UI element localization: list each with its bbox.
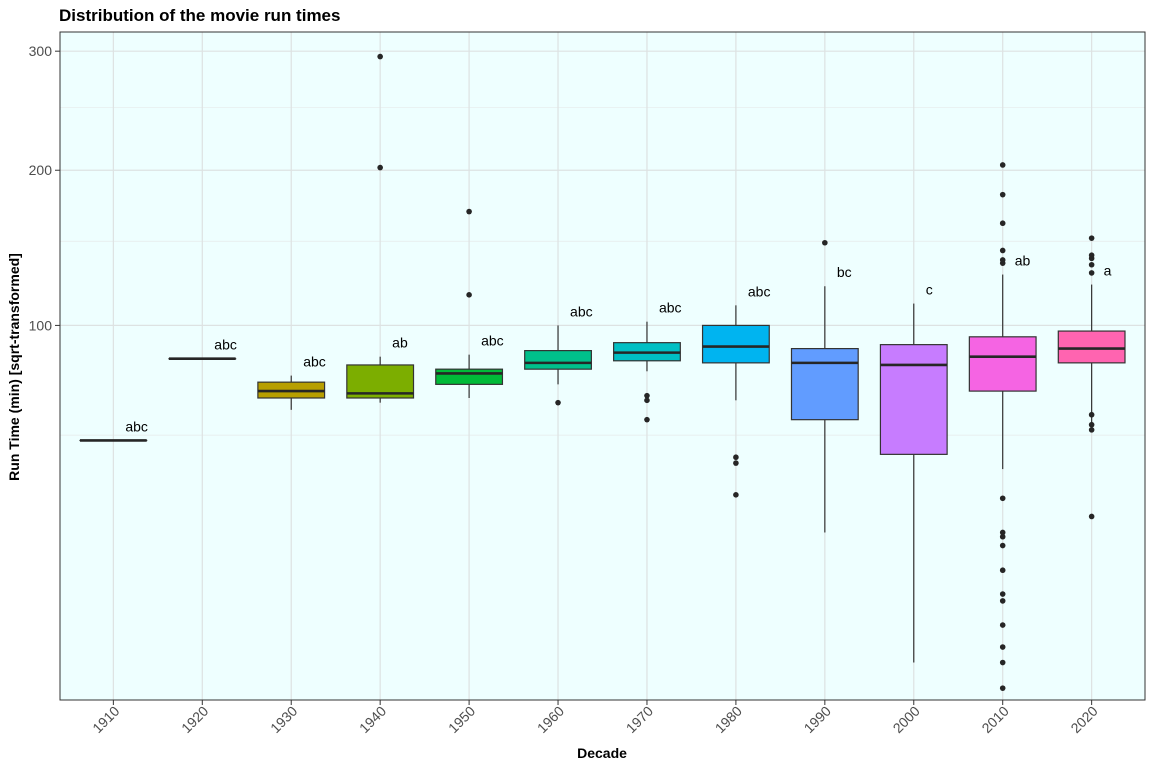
outlier-point	[466, 292, 472, 298]
significance-letter: abc	[659, 300, 682, 316]
box-1940: ab	[346, 53, 415, 403]
outlier-point	[555, 399, 561, 406]
x-tick-label: 1980	[712, 703, 745, 736]
y-tick-label: 100	[29, 317, 53, 333]
significance-letter: abc	[748, 283, 771, 299]
significance-letter: abc	[125, 418, 148, 434]
x-tick-label: 1960	[534, 703, 567, 736]
outlier-point	[999, 162, 1006, 168]
outlier-point	[644, 392, 650, 399]
x-tick-label: 1910	[89, 703, 122, 736]
y-axis-title: Run Time (min) [sqrt-transformed]	[6, 253, 22, 481]
y-tick-label: 300	[29, 43, 53, 59]
chart-title: Distribution of the movie run times	[59, 6, 340, 25]
significance-letter: abc	[303, 354, 326, 370]
plot-panel	[59, 31, 1146, 701]
outlier-point	[822, 239, 828, 246]
outlier-point	[999, 220, 1006, 227]
outlier-point	[999, 191, 1006, 198]
outlier-point	[644, 416, 650, 423]
box-1920: abc	[168, 337, 237, 361]
box-1970: abc	[613, 300, 682, 423]
x-tick-label: 1920	[178, 703, 211, 736]
x-axis-title: Decade	[577, 745, 627, 761]
x-tick-label: 1990	[801, 703, 834, 736]
outlier-point	[999, 644, 1006, 650]
x-tick-label: 2010	[978, 703, 1011, 736]
outlier-point	[999, 542, 1006, 549]
box-rect	[879, 344, 948, 455]
y-tick-label: 200	[29, 162, 53, 178]
box-rect	[524, 350, 592, 370]
outlier-point	[999, 257, 1006, 263]
box-rect	[435, 368, 504, 385]
box-rect	[790, 347, 859, 421]
box-group: abc abc abc ab abc abc abc abc bc c ab a	[79, 53, 1126, 691]
outlier-point	[999, 533, 1006, 540]
outlier-point	[999, 567, 1006, 574]
box-rect	[1057, 330, 1126, 364]
outlier-point	[733, 460, 739, 466]
outlier-point	[466, 208, 472, 215]
box-1910: abc	[79, 418, 148, 442]
outlier-point	[1088, 235, 1095, 241]
box-2000: c	[879, 282, 948, 663]
x-tick-label: 1970	[623, 703, 656, 736]
box-2020: a	[1057, 235, 1126, 520]
outlier-point	[1088, 261, 1095, 268]
y-axis: 100 200 300	[29, 43, 60, 333]
significance-letter: abc	[570, 303, 593, 319]
outlier-point	[999, 247, 1006, 254]
outlier-point	[644, 397, 650, 404]
outlier-point	[733, 492, 739, 498]
outlier-point	[1088, 411, 1095, 418]
box-1980: abc	[701, 283, 771, 498]
outlier-point	[999, 591, 1006, 597]
outlier-point	[999, 529, 1006, 536]
significance-letter: abc	[214, 337, 237, 353]
box-1960: abc	[524, 303, 593, 406]
box-1950: abc	[435, 208, 504, 398]
outlier-point	[999, 659, 1006, 666]
significance-letter: ab	[392, 335, 408, 351]
significance-letter: ab	[1015, 253, 1031, 269]
significance-letter: c	[926, 282, 933, 298]
x-axis: 1910 1920 1930 1940 1950 1960 1970 1980 1990 2000…	[89, 700, 1101, 736]
outlier-point	[377, 53, 383, 60]
outlier-point	[1088, 427, 1095, 433]
x-tick-label: 2020	[1067, 703, 1100, 736]
outlier-point	[377, 164, 383, 171]
x-tick-label: 1940	[356, 703, 389, 736]
x-tick-label: 1930	[267, 703, 300, 736]
x-tick-label: 2000	[890, 703, 923, 736]
x-tick-label: 1950	[445, 703, 478, 736]
box-rect	[968, 336, 1037, 392]
significance-letter: a	[1104, 263, 1112, 279]
outlier-point	[733, 454, 739, 461]
outlier-point	[1088, 421, 1095, 428]
box-rect	[701, 324, 770, 364]
outlier-point	[999, 598, 1006, 604]
box-2010: ab	[968, 162, 1037, 691]
plot-border	[59, 31, 1146, 701]
significance-letter: abc	[481, 333, 504, 349]
outlier-point	[999, 495, 1006, 502]
box-1990: bc	[790, 239, 859, 533]
outlier-point	[1088, 513, 1095, 520]
box-1930: abc	[257, 354, 326, 410]
outlier-point	[999, 622, 1006, 628]
outlier-point	[999, 685, 1006, 691]
outlier-point	[1088, 270, 1095, 276]
significance-letter: bc	[837, 264, 852, 280]
outlier-point	[1088, 252, 1095, 258]
